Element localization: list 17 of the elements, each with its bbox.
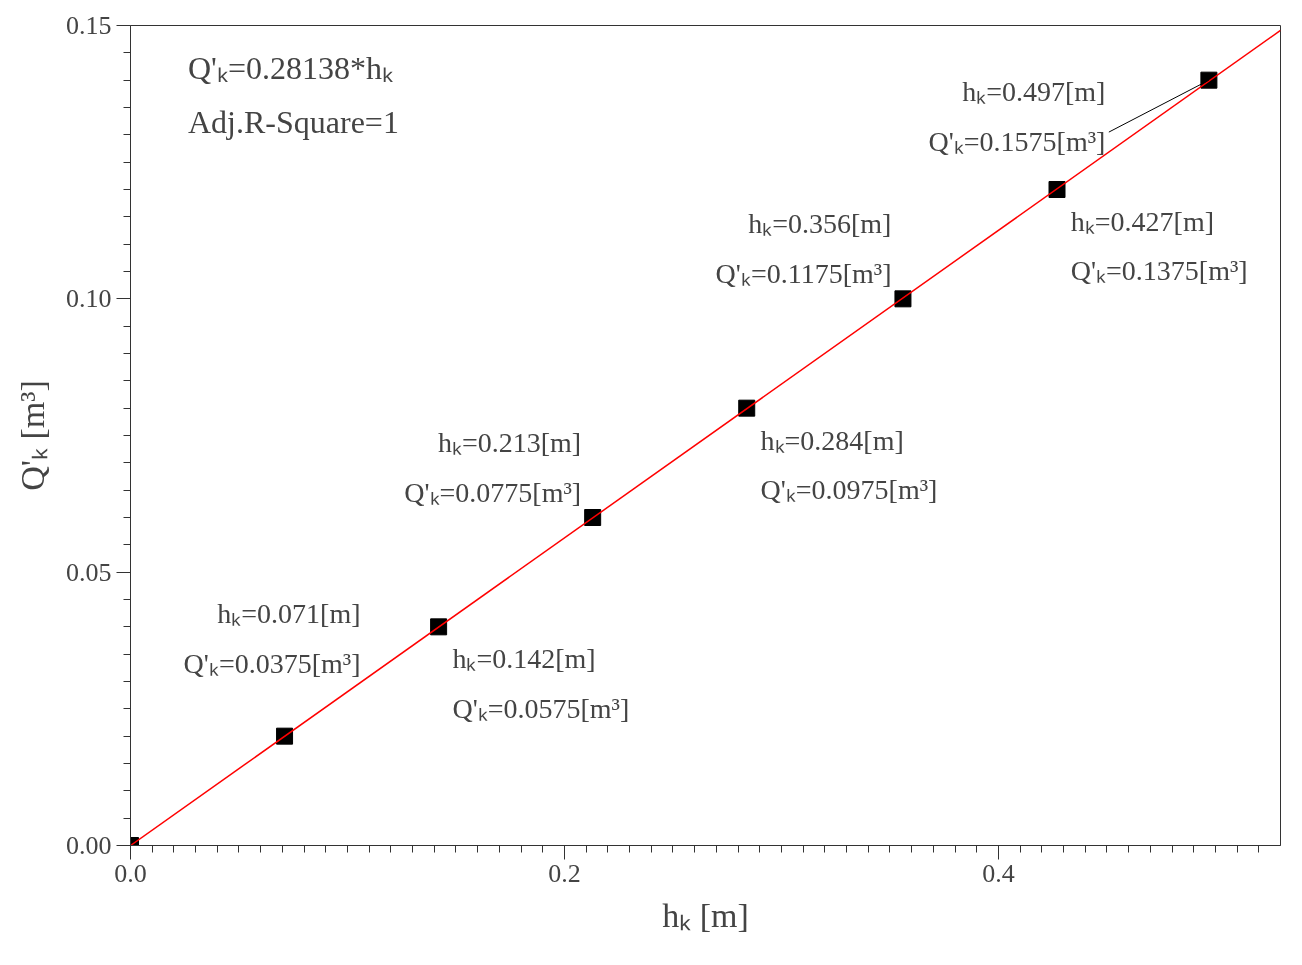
y-axis-title: Q'ₖ [m³]: [14, 380, 51, 491]
annotation: hₖ=0.213[m] Q'ₖ=0.0775[m³]: [404, 427, 582, 508]
y-tick-label: 0.00: [66, 831, 112, 860]
y-tick-label: 0.05: [66, 557, 112, 587]
annotation: hₖ=0.427[m] Q'ₖ=0.1375[m³]: [1070, 205, 1248, 287]
annotation: hₖ=0.497[m] Q'ₖ=0.1575[m³]: [928, 76, 1106, 157]
x-tick-label: 0.0: [114, 858, 147, 888]
y-tick-label: 0.10: [66, 284, 112, 314]
annotation: hₖ=0.071[m] Q'ₖ=0.0375[m³]: [183, 598, 361, 679]
annotation: hₖ=0.356[m] Q'ₖ=0.1175[m³]: [715, 208, 892, 289]
x-tick-label: 0.4: [982, 858, 1015, 888]
annotation: hₖ=0.142[m] Q'ₖ=0.0575[m³]: [452, 643, 630, 724]
x-tick-label: 0.2: [548, 858, 581, 888]
annotation: hₖ=0.284[m] Q'ₖ=0.0975[m³]: [760, 424, 938, 506]
y-tick-label: 0.15: [66, 11, 112, 40]
annotation: Q'ₖ=0.28138*hₖ Adj.R-Square=1: [188, 50, 399, 141]
x-axis-title: hₖ [m]: [662, 896, 749, 934]
